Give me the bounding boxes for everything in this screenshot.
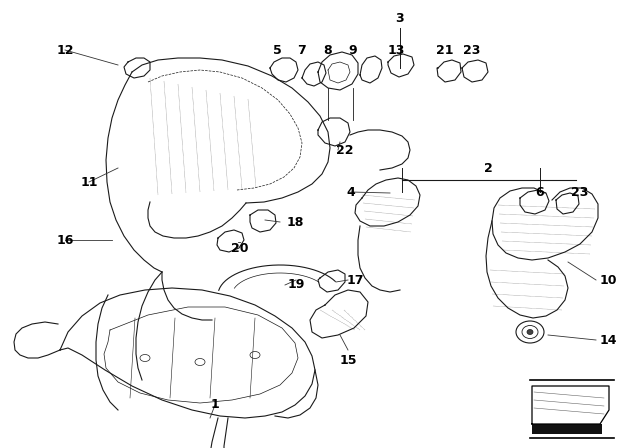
Text: 19: 19: [287, 279, 305, 292]
Text: 8: 8: [324, 43, 332, 56]
Text: 10: 10: [599, 273, 617, 287]
Text: 23: 23: [572, 185, 589, 198]
Text: 5: 5: [273, 43, 282, 56]
Text: 15: 15: [339, 353, 356, 366]
Text: 17: 17: [346, 273, 364, 287]
Text: 2: 2: [484, 161, 492, 175]
Bar: [532, 424, 602, 434]
Text: 13: 13: [387, 43, 404, 56]
Text: 4: 4: [347, 185, 355, 198]
Text: 1: 1: [211, 399, 220, 412]
Text: 23: 23: [463, 43, 481, 56]
Text: 18: 18: [286, 215, 304, 228]
Text: 22: 22: [336, 143, 354, 156]
Text: 6: 6: [536, 185, 544, 198]
Text: 21: 21: [436, 43, 454, 56]
Text: 3: 3: [396, 12, 404, 25]
Text: 12: 12: [56, 43, 74, 56]
Text: 14: 14: [599, 333, 617, 346]
Text: 9: 9: [349, 43, 357, 56]
Text: 20: 20: [231, 241, 249, 254]
Text: 16: 16: [56, 233, 74, 246]
Ellipse shape: [527, 329, 533, 335]
Text: 7: 7: [298, 43, 307, 56]
Text: 11: 11: [80, 176, 98, 189]
